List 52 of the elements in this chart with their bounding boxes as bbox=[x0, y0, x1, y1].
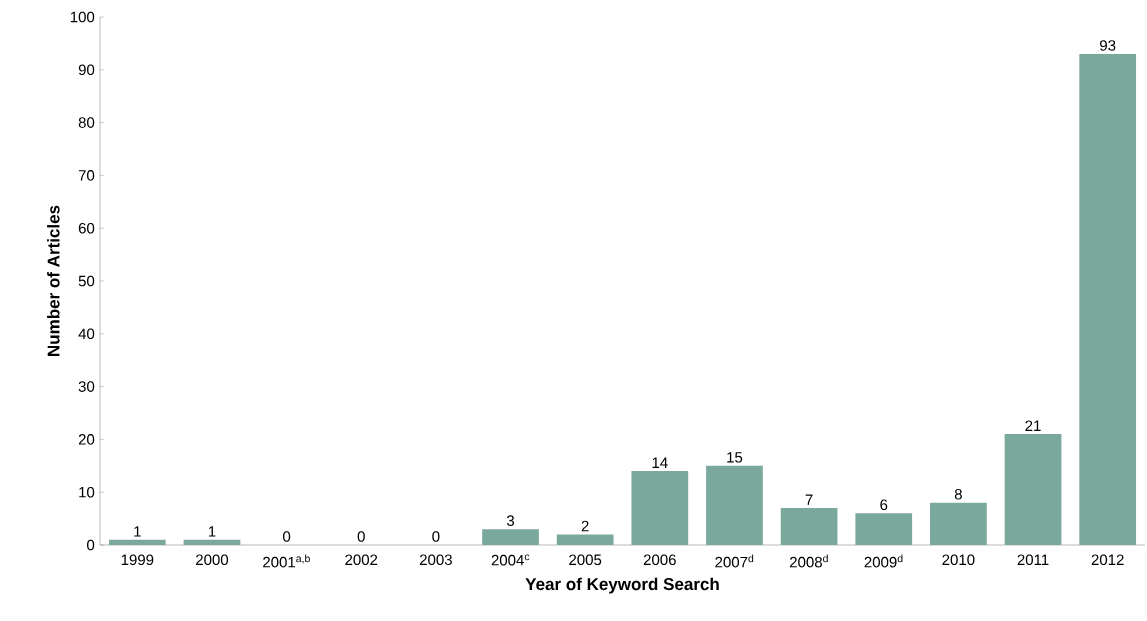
x-tick-label: 1999 bbox=[121, 554, 154, 566]
x-tick-label: 2007$^{d}$ bbox=[715, 554, 754, 568]
x-tick-label: 2000 bbox=[196, 554, 229, 566]
data-label: 2 bbox=[581, 520, 589, 532]
bar bbox=[1079, 53, 1137, 545]
bar bbox=[556, 534, 614, 545]
y-tick-label: 70 bbox=[78, 170, 95, 181]
data-label: 21 bbox=[1025, 420, 1041, 431]
data-label: 0 bbox=[283, 531, 291, 542]
data-label: 1 bbox=[134, 526, 141, 537]
y-tick-label: 80 bbox=[78, 117, 95, 128]
y-tick-label: 50 bbox=[78, 275, 95, 287]
data-label: 14 bbox=[652, 457, 668, 468]
data-label: 93 bbox=[1100, 40, 1116, 51]
y-tick-label: 30 bbox=[78, 381, 95, 392]
data-label: 8 bbox=[954, 488, 962, 500]
data-label: 0 bbox=[357, 531, 365, 542]
y-tick-label: 90 bbox=[78, 64, 95, 76]
y-tick-label: 0 bbox=[87, 539, 95, 551]
x-tick-label: 2005 bbox=[569, 554, 602, 566]
data-label: 7 bbox=[805, 494, 813, 505]
x-tick-label: 2004$^{c}$ bbox=[491, 554, 530, 566]
y-tick-label: 100 bbox=[70, 11, 95, 23]
x-tick-label: 2003 bbox=[419, 554, 452, 566]
x-tick-label: 2001$^{a,b}$ bbox=[263, 554, 310, 568]
bar bbox=[108, 539, 166, 545]
y-tick-label: 40 bbox=[78, 328, 95, 340]
x-tick-label: 2002 bbox=[345, 554, 378, 566]
y-tick-label: 60 bbox=[78, 222, 95, 234]
data-label: 3 bbox=[506, 515, 515, 526]
data-label: 15 bbox=[727, 452, 743, 463]
data-label: 6 bbox=[880, 499, 888, 511]
bar bbox=[930, 502, 987, 545]
bar bbox=[780, 508, 838, 545]
y-tick-label: 10 bbox=[79, 486, 95, 498]
bar bbox=[482, 529, 539, 545]
x-tick-label: 2008$^{d}$ bbox=[790, 554, 828, 568]
bar bbox=[183, 539, 241, 545]
x-tick-label: 2009$^{d}$ bbox=[864, 554, 903, 568]
x-tick-label: 2012 bbox=[1091, 554, 1124, 566]
x-tick-label: 2010 bbox=[942, 554, 975, 566]
bar bbox=[631, 471, 689, 545]
x-axis-title: Year of Keyword Search bbox=[525, 577, 719, 594]
y-axis-title: Number of Articles bbox=[47, 205, 60, 356]
bar bbox=[855, 513, 913, 545]
bar bbox=[706, 465, 763, 545]
y-tick-label: 20 bbox=[78, 434, 95, 445]
x-tick-label: 2011 bbox=[1017, 554, 1049, 566]
x-tick-label: 2006 bbox=[643, 554, 676, 566]
bar bbox=[1004, 434, 1062, 545]
data-label: 1 bbox=[208, 526, 216, 537]
data-label: 0 bbox=[432, 531, 440, 542]
